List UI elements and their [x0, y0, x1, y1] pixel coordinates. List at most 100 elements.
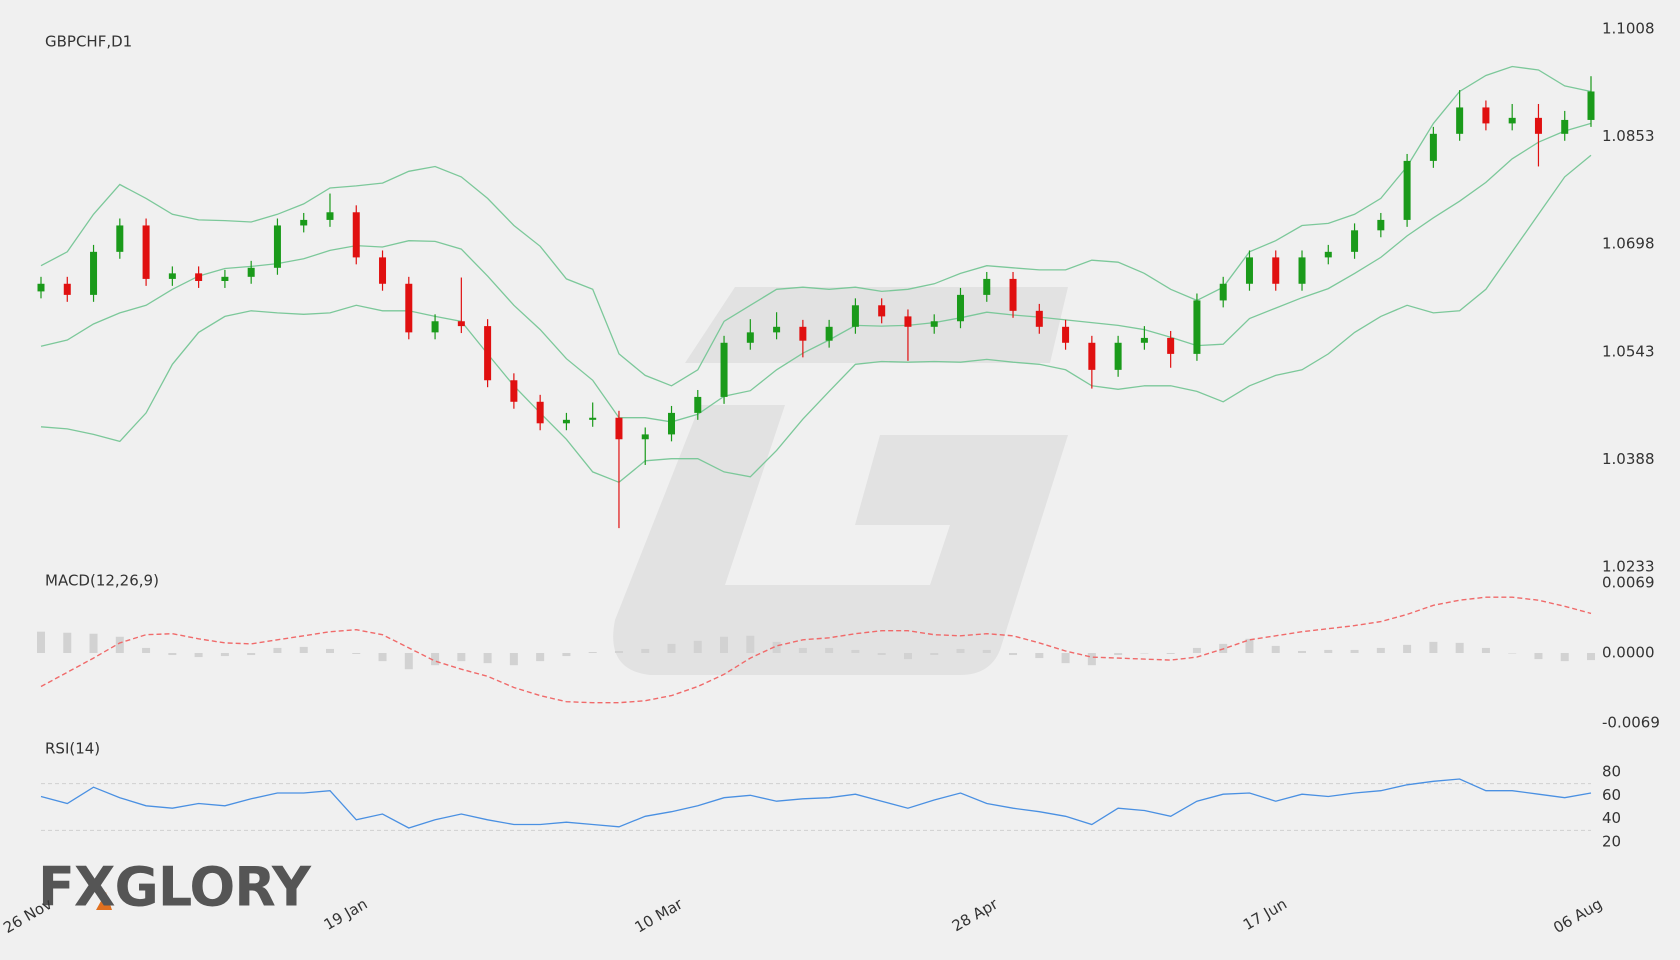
x-tick-label: 17 Jun: [1240, 895, 1290, 934]
x-tick-label: 28 Apr: [949, 894, 1002, 935]
y-tick-label: 40: [1602, 809, 1621, 827]
candle-body: [1035, 310, 1043, 327]
candle-body: [773, 326, 781, 333]
histogram-bar: [1166, 653, 1175, 655]
candle-body: [1114, 342, 1122, 370]
histogram-bar: [1376, 647, 1385, 653]
histogram-bar: [457, 653, 466, 662]
histogram-bar: [247, 653, 256, 656]
histogram-bar: [1350, 649, 1359, 653]
candle-body: [1561, 119, 1569, 134]
candle-body: [352, 212, 360, 258]
y-tick-label: 0.0069: [1602, 574, 1655, 592]
histogram-bar: [431, 653, 440, 666]
candle-body: [1482, 107, 1490, 124]
candle-body: [1587, 91, 1595, 120]
y-tick-label: 1.0698: [1602, 235, 1655, 253]
candle-body: [1429, 133, 1437, 161]
candle-body: [405, 283, 413, 333]
histogram-bar: [1403, 644, 1412, 653]
x-tick-label: 10 Mar: [632, 894, 687, 936]
indicator-line: [40, 122, 1592, 423]
candle-body: [1140, 337, 1148, 343]
histogram-bar: [1560, 653, 1569, 662]
candle-body: [851, 305, 859, 327]
candle-body: [825, 326, 833, 341]
histogram-bar: [1271, 645, 1280, 653]
histogram-bar: [115, 636, 124, 653]
candle-body: [142, 225, 150, 279]
histogram-bar: [641, 648, 650, 653]
candle-body: [930, 321, 938, 327]
y-tick-label: -0.0069: [1602, 714, 1660, 732]
histogram-bar: [693, 640, 702, 653]
histogram-bar: [194, 653, 203, 658]
candle-body: [300, 219, 308, 226]
histogram-bar: [825, 647, 834, 653]
y-tick-label: 1.0388: [1602, 450, 1655, 468]
histogram-bar: [746, 635, 755, 653]
indicator-line: [40, 596, 1592, 704]
candle-body: [221, 276, 229, 281]
candle-body: [983, 278, 991, 295]
candle-body: [694, 396, 702, 413]
candle-body: [799, 326, 807, 341]
candle-body: [326, 212, 334, 220]
candle-body: [90, 251, 98, 295]
candle-body: [1062, 326, 1070, 343]
candle-body: [1088, 342, 1096, 370]
histogram-bar: [299, 646, 308, 653]
candle-body: [1298, 257, 1306, 284]
histogram-bar: [404, 653, 413, 670]
candle-body: [668, 412, 676, 435]
candle-body: [273, 225, 281, 268]
histogram-bar: [798, 647, 807, 653]
histogram-bar: [1298, 650, 1307, 653]
histogram-bar: [1061, 653, 1070, 664]
candle-body: [1534, 117, 1542, 134]
candle-body: [1456, 107, 1464, 134]
candle-body: [1324, 251, 1332, 258]
y-tick-label: 60: [1602, 786, 1621, 804]
logo: FXGLORY: [38, 856, 312, 919]
histogram-bar: [352, 653, 361, 655]
histogram-bar: [588, 651, 597, 653]
y-tick-label: 1.0233: [1602, 558, 1655, 576]
candle-body: [720, 342, 728, 397]
chart-title: GBPCHF,D1: [45, 33, 132, 51]
candle-body: [1219, 283, 1227, 301]
candle-body: [746, 332, 754, 343]
histogram-bar: [982, 649, 991, 653]
candle-body: [63, 283, 71, 295]
histogram-bar: [1035, 653, 1044, 659]
histogram-bar: [1087, 653, 1096, 666]
histogram-bar: [89, 633, 98, 653]
histogram-bar: [1009, 653, 1018, 656]
candle-body: [956, 294, 964, 322]
x-tick-label: 06 Aug: [1550, 895, 1605, 937]
histogram-bar: [168, 653, 177, 656]
logo-accent: [96, 892, 112, 910]
histogram-bar: [273, 647, 282, 653]
candle-body: [1009, 278, 1017, 311]
histogram-bar: [142, 647, 151, 653]
histogram-bar: [930, 653, 939, 656]
candle-body: [1351, 230, 1359, 252]
histogram-bar: [903, 653, 912, 660]
candle-body: [37, 283, 45, 292]
histogram-bar: [956, 648, 965, 653]
x-tick-label: 19 Jan: [321, 895, 371, 934]
histogram-bar: [1534, 653, 1543, 660]
candle-body: [1167, 337, 1175, 354]
y-tick-label: 0.0000: [1602, 644, 1655, 662]
histogram-bar: [509, 653, 518, 666]
y-tick-label: 1.0853: [1602, 127, 1655, 145]
histogram-bar: [562, 653, 571, 657]
indicator-line: [40, 778, 1592, 829]
histogram-bar: [1245, 638, 1254, 653]
histogram-bar: [63, 632, 72, 653]
y-tick-label: 1.0543: [1602, 342, 1655, 360]
histogram-bar: [1429, 641, 1438, 653]
y-tick-label: 1.1008: [1602, 20, 1655, 38]
candle-body: [1403, 160, 1411, 220]
